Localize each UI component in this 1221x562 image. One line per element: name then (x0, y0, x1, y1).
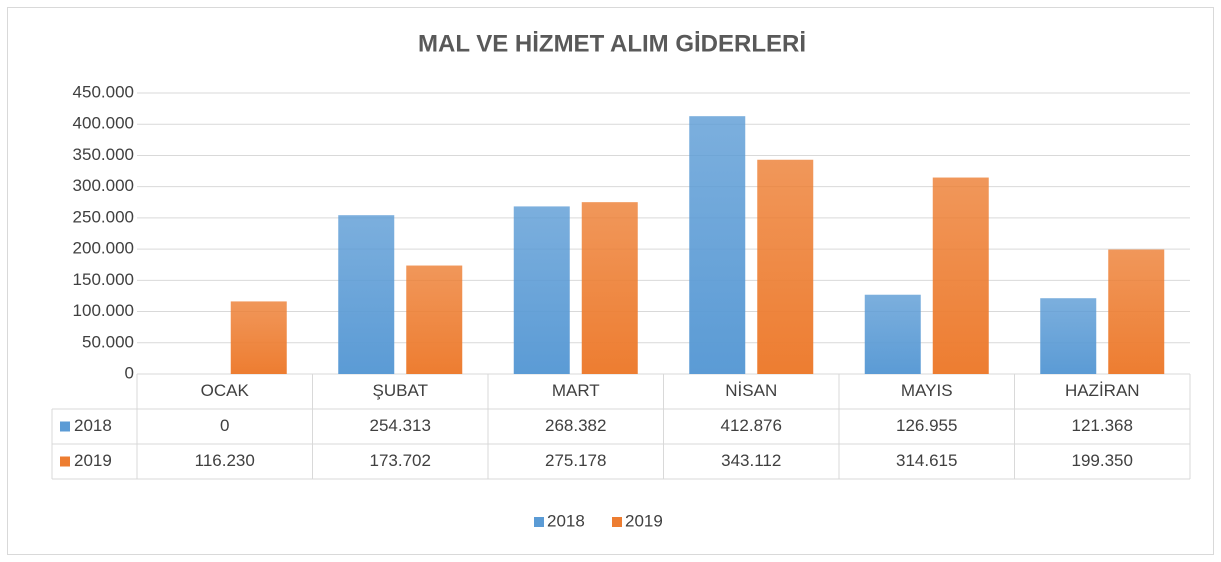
legend-label: 2018 (547, 511, 585, 530)
x-tick-label: MART (552, 381, 600, 400)
x-tick-label: HAZİRAN (1065, 381, 1140, 400)
y-tick-label: 450.000 (73, 82, 134, 101)
y-tick-label: 50.000 (82, 332, 134, 351)
x-tick-label: MAYIS (901, 381, 953, 400)
y-tick-label: 150.000 (73, 270, 134, 289)
y-tick-label: 300.000 (73, 176, 134, 195)
bar (1108, 249, 1165, 374)
legend-key (534, 517, 544, 527)
bar (581, 202, 638, 374)
y-tick-label: 350.000 (73, 145, 134, 164)
data-label: 121.368 (1072, 416, 1133, 435)
bar (338, 215, 395, 374)
y-tick-label: 200.000 (73, 239, 134, 258)
series-name: 2019 (74, 451, 112, 470)
data-label: 116.230 (195, 451, 255, 470)
data-label: 275.178 (545, 451, 606, 470)
y-tick-label: 100.000 (73, 301, 134, 320)
legend-label: 2019 (625, 511, 663, 530)
y-tick-label: 0 (125, 363, 134, 382)
data-label: 268.382 (545, 416, 606, 435)
bar (513, 206, 570, 374)
data-label: 126.955 (896, 416, 957, 435)
series-name: 2018 (74, 416, 112, 435)
legend-key (612, 517, 622, 527)
data-label: 412.876 (721, 416, 782, 435)
bar (230, 301, 287, 374)
chart-title: MAL VE HİZMET ALIM GİDERLERİ (418, 30, 806, 57)
x-tick-label: NİSAN (725, 381, 777, 400)
data-label: 199.350 (1072, 451, 1133, 470)
legend-key (60, 421, 70, 432)
data-label: 254.313 (370, 416, 431, 435)
data-label: 173.702 (370, 451, 431, 470)
x-tick-label: OCAK (201, 381, 250, 400)
data-label: 314.615 (896, 451, 957, 470)
y-tick-label: 400.000 (73, 114, 134, 133)
bar (1040, 298, 1097, 374)
bar (757, 159, 814, 374)
data-label: 343.112 (721, 451, 781, 470)
bar (864, 294, 921, 374)
bar (689, 116, 746, 374)
data-label: 0 (220, 416, 229, 435)
bar (932, 177, 989, 374)
x-tick-label: ŞUBAT (373, 381, 428, 400)
bar (406, 265, 463, 374)
y-tick-label: 250.000 (73, 207, 134, 226)
legend-key (60, 456, 70, 467)
